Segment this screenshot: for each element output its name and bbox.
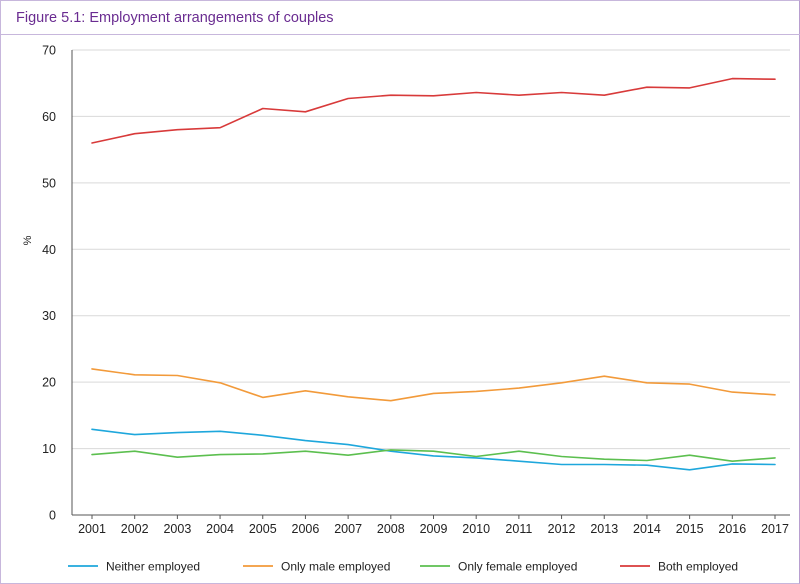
grid-lines — [72, 49, 790, 450]
y-tick-label: 40 — [42, 243, 56, 257]
y-tick-label: 70 — [42, 44, 56, 58]
figure-title-bar: Figure 5.1: Employment arrangements of c… — [0, 0, 800, 35]
legend: Neither employed Only male employed Only f… — [68, 560, 738, 574]
series-line-neither-employed — [91, 428, 776, 471]
legend-label: Both employed — [658, 560, 738, 574]
x-tick-label: 2016 — [718, 522, 746, 536]
series-line-only-male-employed — [91, 368, 776, 402]
x-tick-label: 2008 — [377, 522, 405, 536]
y-axis-label: % — [22, 235, 34, 245]
legend-item-neither-employed: Neither employed — [68, 560, 200, 574]
x-tick-label: 2003 — [163, 522, 191, 536]
legend-item-only-male-employed: Only male employed — [243, 560, 390, 574]
legend-label: Neither employed — [106, 560, 200, 574]
figure-title: Figure 5.1: Employment arrangements of c… — [16, 10, 334, 26]
y-tick-label: 30 — [42, 309, 56, 323]
legend-item-both-employed: Both employed — [620, 560, 738, 574]
x-tick-label: 2002 — [121, 522, 149, 536]
legend-item-only-female-employed: Only female employed — [420, 560, 577, 574]
x-tick-label: 2017 — [761, 522, 789, 536]
y-tick-label: 0 — [49, 509, 56, 523]
x-tick-label: 2013 — [590, 522, 618, 536]
x-tick-label: 2004 — [206, 522, 234, 536]
axes — [71, 50, 790, 519]
y-tick-label: 50 — [42, 176, 56, 190]
y-tick-label: 10 — [42, 442, 56, 456]
series-lines — [91, 77, 776, 471]
y-tick-label: 20 — [42, 376, 56, 390]
y-axis-tick-labels: 0 10 20 30 40 50 60 70 — [42, 44, 56, 523]
legend-label: Only female employed — [458, 560, 577, 574]
series-line-both-employed — [91, 77, 776, 144]
x-tick-label: 2009 — [420, 522, 448, 536]
x-tick-label: 2014 — [633, 522, 661, 536]
x-tick-label: 2015 — [676, 522, 704, 536]
legend-label: Only male employed — [281, 560, 390, 574]
y-tick-label: 60 — [42, 110, 56, 124]
x-tick-label: 2010 — [462, 522, 490, 536]
x-tick-label: 2012 — [548, 522, 576, 536]
x-tick-label: 2005 — [249, 522, 277, 536]
x-tick-label: 2006 — [292, 522, 320, 536]
series-line-only-female-employed — [91, 449, 776, 463]
x-axis-tick-labels: 2001 2002 2003 2004 2005 2006 2007 2008 2009 2010… — [78, 522, 789, 536]
x-tick-label: 2011 — [505, 522, 532, 536]
x-tick-label: 2007 — [334, 522, 362, 536]
x-tick-label: 2001 — [78, 522, 106, 536]
